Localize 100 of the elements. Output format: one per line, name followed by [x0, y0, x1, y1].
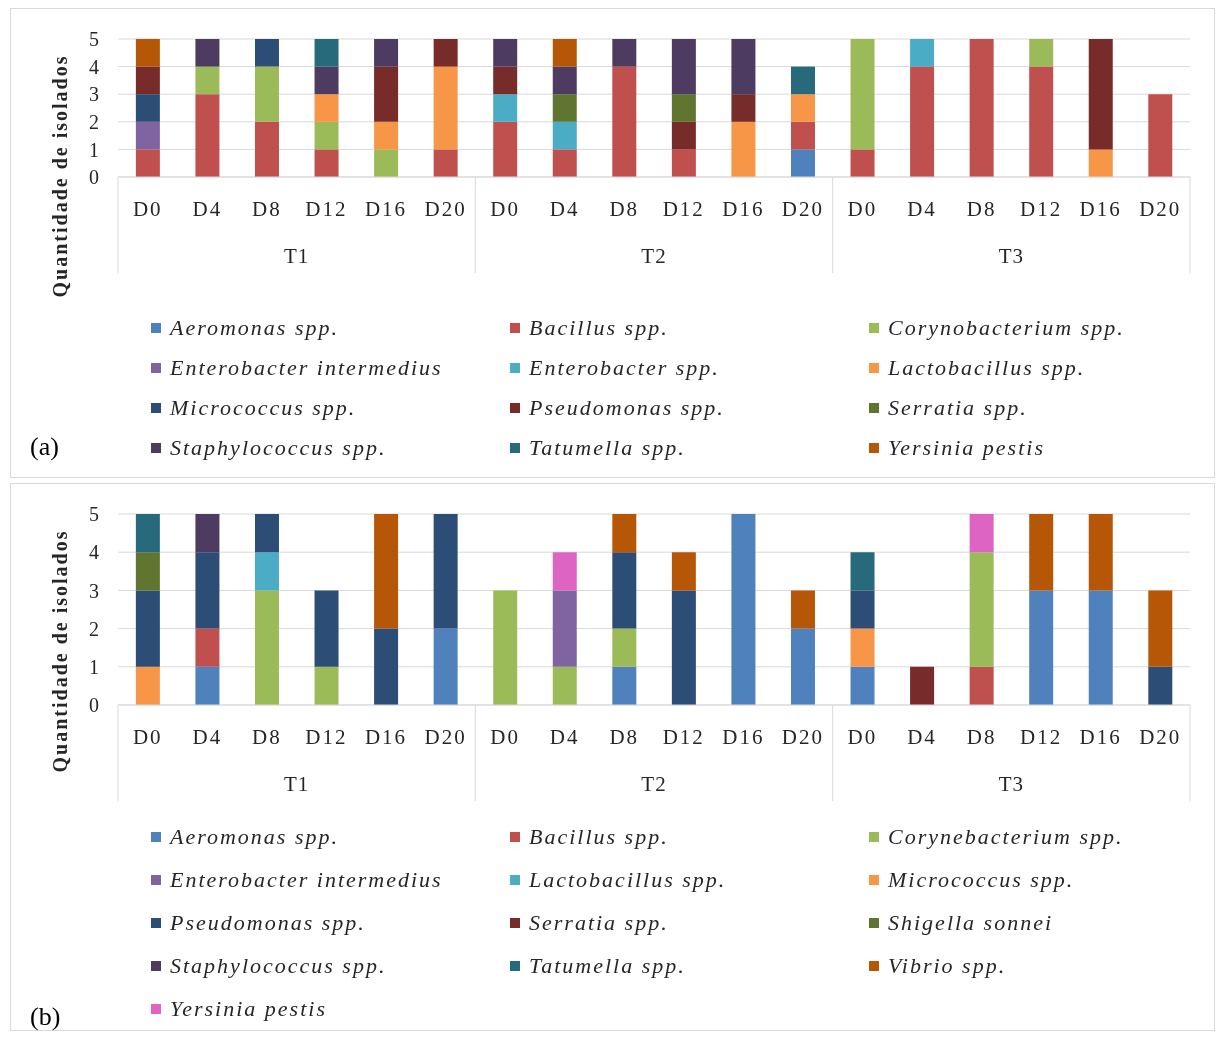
- bar: [254, 590, 279, 705]
- bar: [374, 66, 399, 122]
- bar: [195, 666, 220, 705]
- bar: [254, 552, 279, 591]
- bar: [374, 121, 399, 150]
- x-tick-label: D16: [1079, 196, 1122, 221]
- x-tick-label: D8: [609, 196, 640, 221]
- bar: [850, 628, 875, 667]
- bar: [552, 121, 577, 150]
- legend-label: Micrococcus spp.: [888, 866, 1075, 893]
- legend-label: Bacillus spp.: [529, 823, 669, 850]
- legend-label: Bacillus spp.: [529, 315, 669, 341]
- bar: [552, 590, 577, 667]
- x-tick-label: D16: [364, 196, 408, 221]
- bar: [790, 590, 815, 629]
- bar: [374, 39, 399, 67]
- bar: [254, 121, 279, 177]
- legend-label: Pseudomonas spp.: [170, 909, 366, 936]
- bar: [493, 94, 518, 122]
- bar: [612, 39, 637, 67]
- x-tick-label: D16: [364, 724, 408, 749]
- legend-label: Lactobacillus spp.: [888, 355, 1086, 381]
- bar: [1088, 514, 1113, 591]
- bar: [850, 552, 875, 591]
- x-tick-label: D8: [966, 196, 997, 221]
- bar: [135, 94, 160, 122]
- bar: [552, 666, 577, 705]
- y-tick-label: 4: [89, 541, 99, 564]
- bar: [254, 514, 279, 553]
- bar: [552, 149, 577, 177]
- legend-label: Serratia spp.: [529, 909, 669, 936]
- bar: [195, 628, 220, 667]
- bar: [195, 39, 220, 67]
- x-tick-label: D12: [662, 196, 705, 221]
- text: T3: [998, 244, 1024, 268]
- x-tick-label: D4: [907, 196, 937, 221]
- bar: [314, 149, 339, 177]
- bar: [910, 66, 935, 177]
- bar: [1029, 39, 1054, 67]
- legend-label: Lactobacillus spp.: [529, 866, 727, 893]
- x-tick-label: D8: [609, 724, 640, 749]
- y-tick-label: 5: [89, 28, 99, 51]
- legend-label: Yersinia pestis: [170, 995, 327, 1022]
- bar: [314, 666, 339, 705]
- bar: [433, 149, 458, 177]
- bar: [552, 552, 577, 591]
- legend-label: Pseudomonas spp.: [529, 395, 725, 421]
- x-tick-label: D12: [305, 724, 348, 749]
- bar: [969, 39, 994, 177]
- x-tick-label: D0: [490, 196, 520, 221]
- legend-label: Enterobacter intermedius: [170, 355, 443, 381]
- x-tick-label: D0: [490, 724, 520, 749]
- legend-label: Shigella sonnei: [888, 909, 1054, 936]
- legend-label: Aeromonas spp.: [170, 823, 339, 850]
- y-tick-label: 4: [89, 55, 99, 78]
- y-tick-label: 0: [89, 694, 99, 717]
- bar: [552, 39, 577, 67]
- x-tick-label: D20: [424, 196, 467, 221]
- bar: [1088, 149, 1113, 177]
- text: T1: [284, 772, 310, 796]
- x-tick-label: D16: [722, 196, 765, 221]
- bar: [1148, 666, 1173, 705]
- x-tick-label: D4: [549, 196, 580, 221]
- x-tick-label: D12: [662, 724, 705, 749]
- bar: [850, 39, 875, 150]
- bar: [374, 628, 399, 705]
- bar: [254, 66, 279, 122]
- bar: [1148, 94, 1173, 177]
- bar: [195, 552, 220, 629]
- bar: [790, 149, 815, 177]
- text: T1: [284, 244, 310, 268]
- x-tick-label: D16: [722, 724, 765, 749]
- bar: [790, 628, 815, 705]
- legend-label: Serratia spp.: [888, 395, 1028, 421]
- bar: [1088, 590, 1113, 705]
- text: T3: [998, 772, 1024, 796]
- legend-label: Yersinia pestis: [888, 435, 1045, 461]
- bar: [1029, 66, 1054, 177]
- legend-label: Vibrio spp.: [888, 952, 1007, 979]
- bar: [790, 121, 815, 150]
- x-tick-label: D16: [1079, 724, 1122, 749]
- bar: [433, 66, 458, 150]
- bar: [612, 66, 637, 177]
- y-tick-label: 1: [89, 138, 99, 161]
- x-tick-label: D12: [305, 196, 348, 221]
- bar: [910, 666, 935, 705]
- bar: [433, 514, 458, 629]
- bar: [433, 39, 458, 67]
- x-tick-label: D8: [252, 196, 282, 221]
- bar: [671, 552, 696, 591]
- bar: [850, 666, 875, 705]
- bar: [433, 628, 458, 705]
- bar: [374, 149, 399, 177]
- text: T2: [641, 244, 667, 268]
- bar: [493, 66, 518, 95]
- legend-label: Enterobacter spp.: [529, 355, 720, 381]
- bar: [135, 39, 160, 67]
- bar: [612, 552, 637, 629]
- x-tick-label: D4: [549, 724, 580, 749]
- bar: [612, 628, 637, 667]
